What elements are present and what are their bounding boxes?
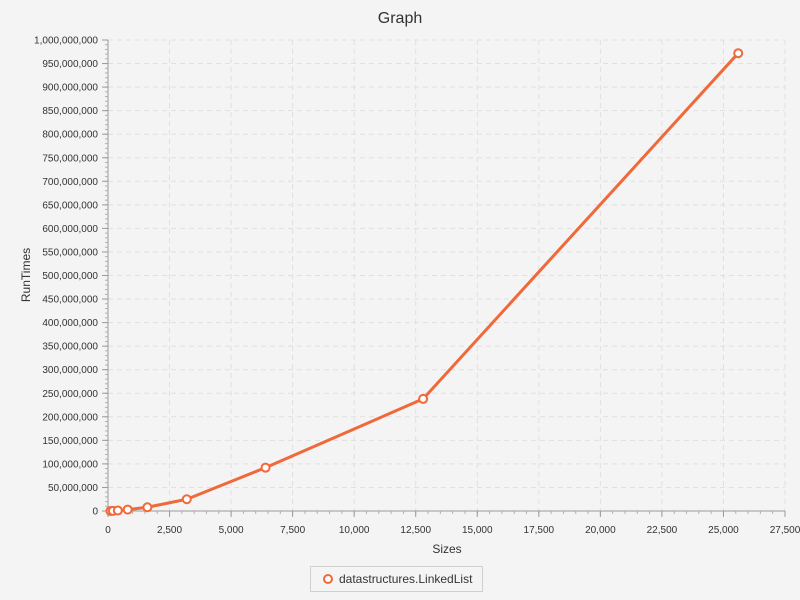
y-tick-label: 850,000,000 — [42, 106, 98, 117]
y-tick-label: 50,000,000 — [48, 483, 98, 494]
data-point[interactable] — [418, 393, 429, 404]
y-tick-label: 450,000,000 — [42, 295, 98, 306]
series-line — [110, 52, 740, 513]
y-tick-label: 400,000,000 — [42, 318, 98, 329]
x-tick-label: 27,500 — [770, 525, 800, 536]
y-tick-label: 650,000,000 — [42, 200, 98, 211]
x-tick-label: 20,000 — [585, 525, 616, 536]
y-tick-label: 1,000,000,000 — [34, 36, 98, 47]
data-point[interactable] — [142, 502, 153, 513]
y-tick-label: 750,000,000 — [42, 153, 98, 164]
x-tick-label: 17,500 — [524, 525, 555, 536]
y-tick-label: 300,000,000 — [42, 365, 98, 376]
y-tick-label: 350,000,000 — [42, 342, 98, 353]
x-tick-label: 12,500 — [400, 525, 431, 536]
x-tick-label: 7,500 — [280, 525, 305, 536]
y-tick-label: 700,000,000 — [42, 177, 98, 188]
x-tick-label: 0 — [105, 525, 111, 536]
data-point[interactable] — [112, 505, 123, 516]
y-tick-label: 900,000,000 — [42, 83, 98, 94]
chart-title: Graph — [378, 10, 422, 27]
x-tick-label: 25,000 — [708, 525, 739, 536]
legend-label: datastructures.LinkedList — [339, 572, 473, 586]
data-point[interactable] — [733, 48, 744, 59]
legend: datastructures.LinkedList — [310, 566, 484, 592]
y-tick-label: 100,000,000 — [42, 459, 98, 470]
legend-marker-icon — [323, 574, 333, 584]
data-point[interactable] — [181, 494, 192, 505]
y-tick-label: 0 — [92, 507, 98, 518]
y-tick-label: 950,000,000 — [42, 59, 98, 70]
x-tick-label: 2,500 — [157, 525, 182, 536]
y-tick-label: 600,000,000 — [42, 224, 98, 235]
x-tick-label: 15,000 — [462, 525, 493, 536]
x-axis-title: Sizes — [432, 542, 461, 556]
y-tick-label: 550,000,000 — [42, 247, 98, 258]
y-tick-label: 200,000,000 — [42, 412, 98, 423]
data-point[interactable] — [260, 462, 271, 473]
y-tick-label: 500,000,000 — [42, 271, 98, 282]
grid — [108, 39, 786, 511]
y-axis-title: RunTimes — [19, 248, 33, 302]
y-tick-label: 150,000,000 — [42, 436, 98, 447]
x-tick-label: 5,000 — [219, 525, 244, 536]
data-point[interactable] — [122, 504, 133, 515]
axes: 0 2,500 5,000 7,500 10,000 12,500 15,000 17,500… — [34, 36, 800, 537]
series-layer — [105, 48, 744, 516]
x-tick-label: 22,500 — [647, 525, 678, 536]
y-tick-label: 800,000,000 — [42, 130, 98, 141]
y-tick-label: 250,000,000 — [42, 389, 98, 400]
x-tick-label: 10,000 — [339, 525, 370, 536]
